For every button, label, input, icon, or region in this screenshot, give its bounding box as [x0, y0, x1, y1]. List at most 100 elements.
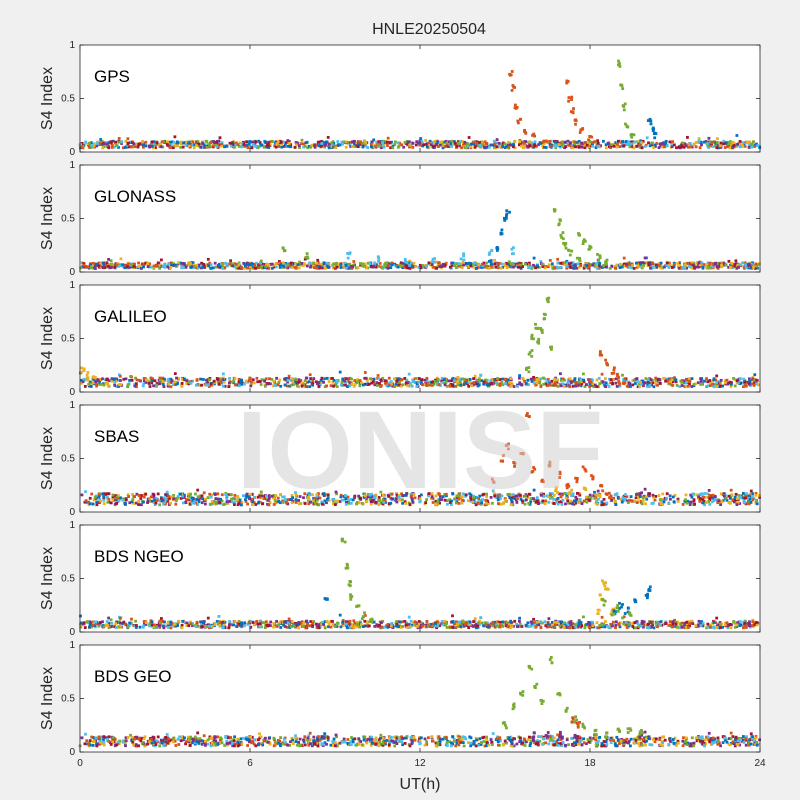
data-point [159, 142, 163, 146]
data-point [125, 265, 129, 269]
data-point [470, 382, 473, 385]
data-point [719, 380, 722, 384]
data-point [622, 108, 626, 112]
data-point [467, 499, 470, 503]
data-point [617, 376, 620, 380]
data-point [364, 141, 368, 145]
data-point [237, 263, 241, 266]
data-point [207, 264, 210, 268]
data-point [477, 497, 481, 500]
data-point [747, 266, 751, 270]
data-point [359, 620, 362, 624]
data-point [164, 498, 168, 502]
data-point [323, 499, 327, 503]
data-point [670, 145, 674, 148]
data-point [209, 145, 213, 149]
data-point [105, 261, 109, 265]
data-point [675, 384, 679, 387]
data-point [148, 262, 152, 266]
data-point [469, 145, 473, 148]
data-point [104, 378, 108, 382]
data-point [569, 110, 573, 113]
data-point [605, 501, 609, 505]
data-point [94, 262, 98, 266]
data-point [247, 379, 251, 383]
data-point [389, 146, 392, 150]
data-point [601, 489, 605, 493]
data-point [166, 265, 170, 269]
data-point [695, 493, 699, 497]
data-point [331, 498, 335, 501]
data-point [522, 141, 525, 145]
data-point [618, 262, 622, 266]
data-point [132, 265, 136, 268]
data-point [370, 492, 373, 496]
data-point [92, 143, 96, 147]
data-point [610, 372, 614, 375]
data-point [659, 261, 663, 265]
data-point [561, 262, 564, 265]
data-point [570, 95, 574, 99]
data-point [486, 382, 489, 386]
data-point [752, 378, 756, 382]
data-point [457, 497, 461, 501]
data-point [525, 498, 528, 502]
data-point [119, 257, 123, 261]
data-point [422, 143, 425, 147]
data-point [489, 259, 493, 262]
data-point [498, 382, 502, 386]
data-point [483, 503, 487, 507]
data-point [455, 377, 458, 381]
data-point [379, 490, 383, 494]
data-point [147, 382, 151, 385]
data-point [577, 492, 581, 496]
data-point [243, 621, 247, 625]
data-point [557, 222, 561, 226]
data-point [438, 493, 441, 496]
data-point [685, 144, 688, 148]
data-point [510, 89, 514, 92]
data-point [226, 502, 230, 505]
data-point [261, 502, 264, 506]
data-point [363, 139, 366, 143]
y-tick-label: 1 [69, 400, 75, 411]
data-point [754, 262, 758, 266]
data-point [566, 139, 570, 143]
data-point [282, 145, 286, 148]
data-point [487, 259, 491, 263]
data-point [366, 382, 370, 386]
data-point [375, 384, 379, 387]
data-point [335, 265, 339, 269]
data-point [643, 487, 647, 491]
data-point [723, 146, 727, 149]
data-point [313, 145, 317, 149]
data-point [571, 379, 574, 383]
data-point [553, 266, 557, 270]
data-point [734, 144, 738, 148]
data-point [564, 246, 568, 250]
data-point [748, 492, 752, 496]
data-point [357, 494, 361, 498]
data-point [706, 261, 710, 265]
data-point [577, 380, 581, 384]
data-point [626, 125, 630, 129]
data-point [156, 261, 160, 265]
data-point [382, 498, 385, 501]
data-point [267, 494, 271, 497]
data-point [747, 500, 751, 503]
data-point [521, 146, 525, 149]
data-point [215, 141, 218, 144]
data-point [528, 144, 532, 147]
data-point [89, 263, 93, 266]
data-point [472, 377, 475, 380]
data-point [208, 502, 212, 506]
data-point [384, 379, 388, 383]
data-point [443, 498, 447, 502]
data-point [372, 496, 376, 500]
data-point [681, 141, 685, 145]
data-point [579, 378, 583, 381]
data-point [541, 479, 544, 482]
data-point [477, 144, 481, 148]
data-point [592, 262, 596, 266]
data-point [286, 502, 290, 506]
